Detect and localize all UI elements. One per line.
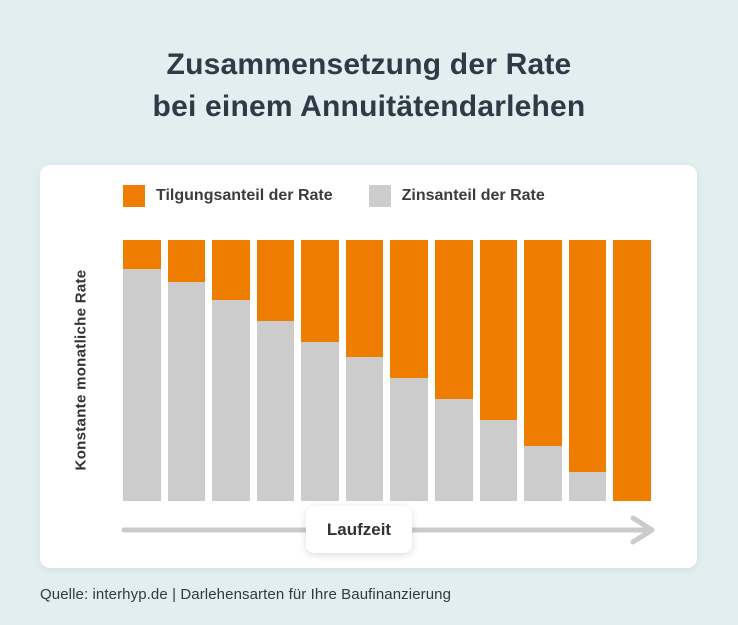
page-title: Zusammensetzung der Rate bei einem Annui…: [0, 44, 738, 128]
bar-8-tilgung-segment: [435, 240, 473, 501]
title-line-2: bei einem Annuitätendarlehen: [152, 90, 586, 123]
bar-7-tilgung-segment: [390, 240, 429, 501]
bar-1-zins-segment: [123, 268, 161, 501]
bar-11-tilgung-segment: [568, 240, 607, 501]
bar-10-zins-segment: [524, 446, 562, 501]
x-axis-label: Laufzeit: [326, 519, 392, 539]
legend-item-tilgung: Tilgungsanteil der Rate: [123, 185, 333, 207]
bar-5-zins-segment: [301, 341, 339, 501]
bar-9-zins-segment: [479, 420, 518, 501]
bar-8-zins-segment: [435, 399, 473, 501]
bar-3-zins-segment: [212, 300, 250, 501]
bar-3-tilgung-segment: [212, 240, 250, 501]
legend-label-zins: Zinsanteil der Rate: [401, 187, 545, 204]
bar-2-zins-segment: [167, 281, 206, 501]
legend-swatch-tilgung-icon: [123, 185, 145, 207]
bar-2-tilgung-segment: [167, 240, 206, 501]
legend-item-zins: Zinsanteil der Rate: [368, 185, 545, 207]
bar-6-zins-segment: [345, 357, 384, 501]
title-line-1: Zusammensetzung der Rate: [166, 48, 572, 81]
bar-12-tilgung-segment: [613, 240, 651, 501]
bar-4-zins-segment: [256, 320, 295, 501]
chart-legend: Tilgungsanteil der Rate Zinsanteil der R…: [123, 185, 545, 207]
y-axis-label: Konstante monatliche Rate: [72, 269, 90, 471]
bar-11-zins-segment: [568, 472, 607, 501]
bar-6-tilgung-segment: [345, 240, 384, 501]
source-attribution: Quelle: interhyp.de | Darlehensarten für…: [40, 586, 452, 603]
stacked-bars: [123, 240, 651, 501]
legend-label-tilgung: Tilgungsanteil der Rate: [156, 187, 333, 204]
bar-4-tilgung-segment: [256, 240, 295, 501]
bar-5-tilgung-segment: [301, 240, 339, 501]
bar-7-zins-segment: [390, 378, 429, 501]
chart-card: Tilgungsanteil der Rate Zinsanteil der R…: [40, 165, 697, 568]
bar-9-tilgung-segment: [479, 240, 518, 501]
x-axis-label-box: Laufzeit: [306, 506, 412, 553]
bar-10-tilgung-segment: [524, 240, 562, 501]
legend-swatch-zins-icon: [368, 185, 391, 207]
bar-1-tilgung-segment: [123, 240, 161, 501]
